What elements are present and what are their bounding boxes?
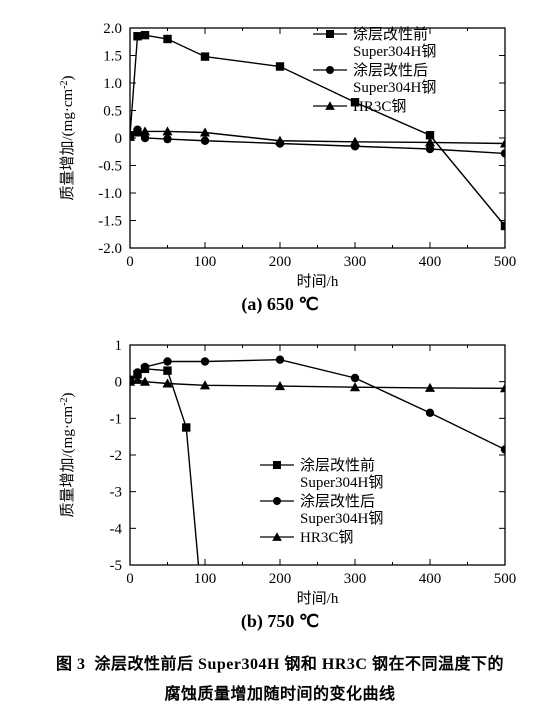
- svg-text:100: 100: [194, 254, 217, 270]
- svg-text:-1.0: -1.0: [98, 186, 122, 202]
- svg-text:时间/h: 时间/h: [297, 590, 339, 607]
- svg-text:Super304H钢: Super304H钢: [353, 43, 436, 60]
- svg-text:0.5: 0.5: [103, 104, 122, 120]
- svg-text:500: 500: [494, 571, 517, 587]
- svg-text:涂层改性前: 涂层改性前: [300, 457, 375, 474]
- svg-text:时间/h: 时间/h: [297, 273, 339, 290]
- panel-b: 0 100 200 300 400 500 -5 -4 -3 -2 -1 0 1 时间/h 质量增加/(mg…: [35, 327, 525, 644]
- svg-text:涂层改性后: 涂层改性后: [353, 62, 428, 79]
- svg-text:300: 300: [344, 571, 367, 587]
- svg-text:-2: -2: [110, 448, 123, 464]
- svg-text:Super304H钢: Super304H钢: [300, 510, 383, 527]
- svg-text:500: 500: [494, 254, 517, 270]
- svg-text:HR3C钢: HR3C钢: [353, 98, 406, 115]
- svg-text:-1: -1: [110, 411, 123, 427]
- svg-text:1.5: 1.5: [103, 49, 122, 65]
- svg-text:300: 300: [344, 254, 367, 270]
- svg-text:1.0: 1.0: [103, 76, 122, 92]
- svg-text:0: 0: [126, 254, 134, 270]
- svg-text:-5: -5: [110, 558, 123, 574]
- svg-text:Super304H钢: Super304H钢: [300, 474, 383, 491]
- panel-a-subcaption: (a) 650 ℃: [35, 294, 525, 315]
- panel-b-subcaption: (b) 750 ℃: [35, 611, 525, 632]
- svg-text:0: 0: [115, 375, 123, 391]
- svg-text:质量增加/(mg·cm-2): 质量增加/(mg·cm-2): [59, 76, 77, 201]
- svg-text:Super304H钢: Super304H钢: [353, 79, 436, 96]
- svg-text:400: 400: [419, 571, 442, 587]
- chart-a-svg: 0 100 200 300 400 500 -2.0 -1.5 -1.0 -0.5 0 0.5 1.0 1…: [35, 10, 525, 290]
- svg-text:质量增加/(mg·cm-2): 质量增加/(mg·cm-2): [59, 393, 77, 518]
- svg-text:200: 200: [269, 254, 292, 270]
- svg-text:涂层改性前: 涂层改性前: [353, 26, 428, 43]
- svg-text:400: 400: [419, 254, 442, 270]
- chart-b-svg: 0 100 200 300 400 500 -5 -4 -3 -2 -1 0 1 时间/h 质量增加/(mg…: [35, 327, 525, 607]
- svg-text:100: 100: [194, 571, 217, 587]
- svg-text:涂层改性后: 涂层改性后: [300, 493, 375, 510]
- figure-3: 0100200300400500-2.0-1.5-1.0-0.500.51.01…: [10, 10, 550, 711]
- svg-text:200: 200: [269, 571, 292, 587]
- panel-a: 0 100 200 300 400 500 -2.0 -1.5 -1.0 -0.5 0 0.5 1.0 1…: [35, 10, 525, 327]
- svg-text:1: 1: [115, 338, 123, 354]
- svg-text:-3: -3: [110, 485, 123, 501]
- svg-text:0: 0: [126, 571, 134, 587]
- svg-text:-2.0: -2.0: [98, 241, 122, 257]
- svg-text:-1.5: -1.5: [98, 214, 122, 230]
- svg-text:-0.5: -0.5: [98, 159, 122, 175]
- svg-text:-4: -4: [110, 521, 123, 537]
- svg-text:0: 0: [115, 131, 123, 147]
- svg-text:HR3C钢: HR3C钢: [300, 529, 353, 546]
- figure-caption: 图 3 涂层改性前后 Super304H 钢和 HR3C 钢在不同温度下的腐蚀质…: [56, 650, 504, 711]
- svg-text:2.0: 2.0: [103, 21, 122, 37]
